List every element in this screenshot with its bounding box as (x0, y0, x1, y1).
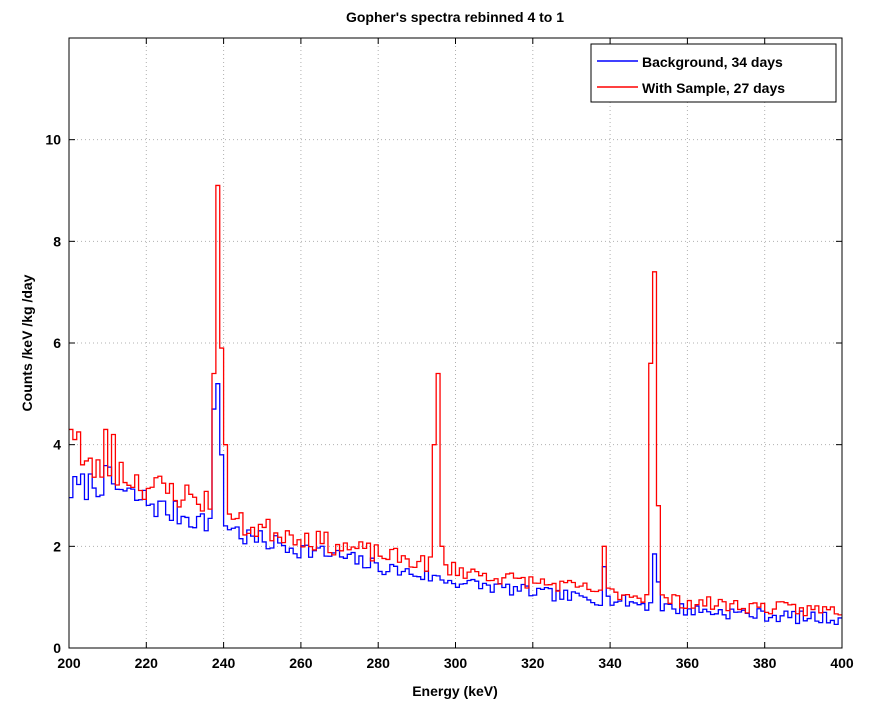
x-tick-label: 300 (444, 655, 468, 671)
legend: Background, 34 days With Sample, 27 days (590, 43, 837, 103)
x-axis-label: Energy (keV) (412, 683, 498, 699)
x-tick-label: 380 (753, 655, 777, 671)
y-tick-label: 0 (53, 640, 61, 656)
y-axis-label: Counts /keV /kg /day (19, 274, 35, 411)
x-tick-label: 220 (135, 655, 159, 671)
axis-ticks: 200 220 240 260 280 300 320 340 360 380 400 0 2 4 6 8 10 (45, 38, 854, 671)
x-tick-label: 240 (212, 655, 236, 671)
x-tick-label: 260 (289, 655, 313, 671)
legend-label-background: Background, 34 days (642, 54, 783, 70)
legend-label-with-sample: With Sample, 27 days (642, 80, 785, 96)
series-line-background (69, 383, 842, 625)
legend-box (590, 43, 837, 103)
y-tick-label: 4 (53, 437, 61, 453)
chart-title: Gopher's spectra rebinned 4 to 1 (346, 9, 564, 25)
x-tick-label: 360 (676, 655, 700, 671)
y-tick-label: 8 (53, 233, 61, 249)
x-tick-label: 340 (598, 655, 622, 671)
x-tick-label: 400 (830, 655, 854, 671)
x-tick-label: 320 (521, 655, 545, 671)
x-tick-label: 200 (57, 655, 81, 671)
y-tick-label: 2 (53, 538, 61, 554)
series-layer (69, 184, 842, 625)
y-tick-label: 6 (53, 335, 61, 351)
x-tick-label: 280 (367, 655, 391, 671)
y-tick-label: 10 (45, 132, 61, 148)
series-line-with-sample (69, 184, 842, 617)
